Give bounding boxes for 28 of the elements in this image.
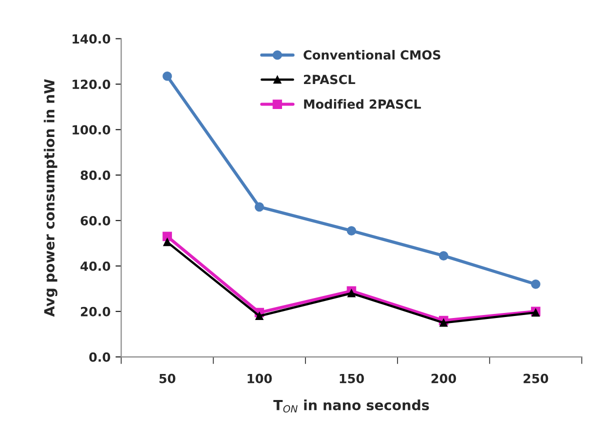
x-tick-label: 150: [340, 374, 364, 384]
y-tick-label: 60.0: [80, 216, 110, 226]
y-tick-label: 140.0: [72, 34, 110, 44]
point: [440, 318, 448, 327]
y-tick-label: 0.0: [89, 352, 110, 362]
point: [163, 238, 172, 246]
point: [162, 232, 172, 242]
point: [255, 312, 264, 320]
point: [347, 289, 356, 298]
x-tick-label: 50: [160, 374, 176, 384]
y-tick-label: 80.0: [80, 170, 110, 180]
legend-label: Modified 2PASCL: [304, 99, 421, 109]
point: [254, 202, 264, 212]
legend-label: 2PASCL: [304, 74, 356, 84]
x-axis-title: T$_{ON}$ in nano seconds: [273, 400, 429, 413]
y-tick-label: 20.0: [80, 306, 110, 316]
point: [346, 226, 356, 236]
y-axis-title: Avg power consumption in nW: [44, 79, 58, 317]
point: [531, 279, 540, 289]
x-tick-label: 250: [524, 374, 548, 384]
y-tick-label: 100.0: [72, 125, 110, 135]
point: [438, 251, 448, 260]
y-tick-label: 120.0: [72, 80, 110, 90]
y-tick-label: 40.0: [80, 261, 110, 271]
x-tick-label: 100: [248, 374, 272, 384]
point: [162, 72, 172, 81]
x-tick-label: 200: [432, 374, 456, 384]
legend-label: Conventional CMOS: [304, 50, 440, 60]
